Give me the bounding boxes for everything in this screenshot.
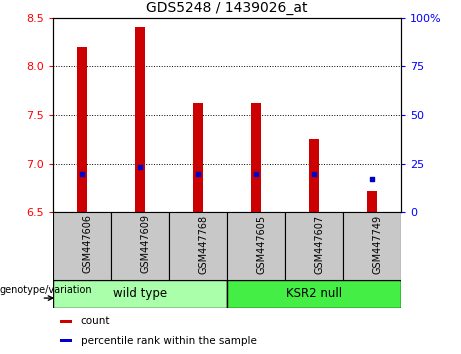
Point xyxy=(368,177,376,182)
Text: percentile rank within the sample: percentile rank within the sample xyxy=(81,336,257,346)
Point xyxy=(78,172,86,177)
Text: GSM447606: GSM447606 xyxy=(82,215,92,273)
Bar xyxy=(135,27,145,212)
Bar xyxy=(53,280,227,308)
Title: GDS5248 / 1439026_at: GDS5248 / 1439026_at xyxy=(146,1,308,15)
Text: wild type: wild type xyxy=(113,287,167,300)
Point xyxy=(252,172,260,177)
Bar xyxy=(227,212,285,280)
Bar xyxy=(60,320,72,322)
Bar xyxy=(309,139,319,212)
Bar xyxy=(169,212,227,280)
Bar xyxy=(343,212,401,280)
Point xyxy=(195,172,202,177)
Bar xyxy=(227,280,401,308)
Text: count: count xyxy=(81,316,110,326)
Text: KSR2 null: KSR2 null xyxy=(286,287,342,300)
Bar xyxy=(367,191,377,212)
Bar xyxy=(60,339,72,342)
Bar xyxy=(193,103,203,212)
Bar xyxy=(77,47,87,212)
Text: GSM447607: GSM447607 xyxy=(314,215,324,274)
Bar xyxy=(251,103,261,212)
Bar xyxy=(285,212,343,280)
Point xyxy=(136,164,144,170)
Text: GSM447605: GSM447605 xyxy=(256,215,266,274)
Point xyxy=(310,172,318,177)
Text: GSM447609: GSM447609 xyxy=(140,215,150,273)
Bar xyxy=(53,212,111,280)
Text: GSM447749: GSM447749 xyxy=(372,215,382,274)
Text: GSM447768: GSM447768 xyxy=(198,215,208,274)
Text: genotype/variation: genotype/variation xyxy=(0,285,93,295)
Bar xyxy=(111,212,169,280)
